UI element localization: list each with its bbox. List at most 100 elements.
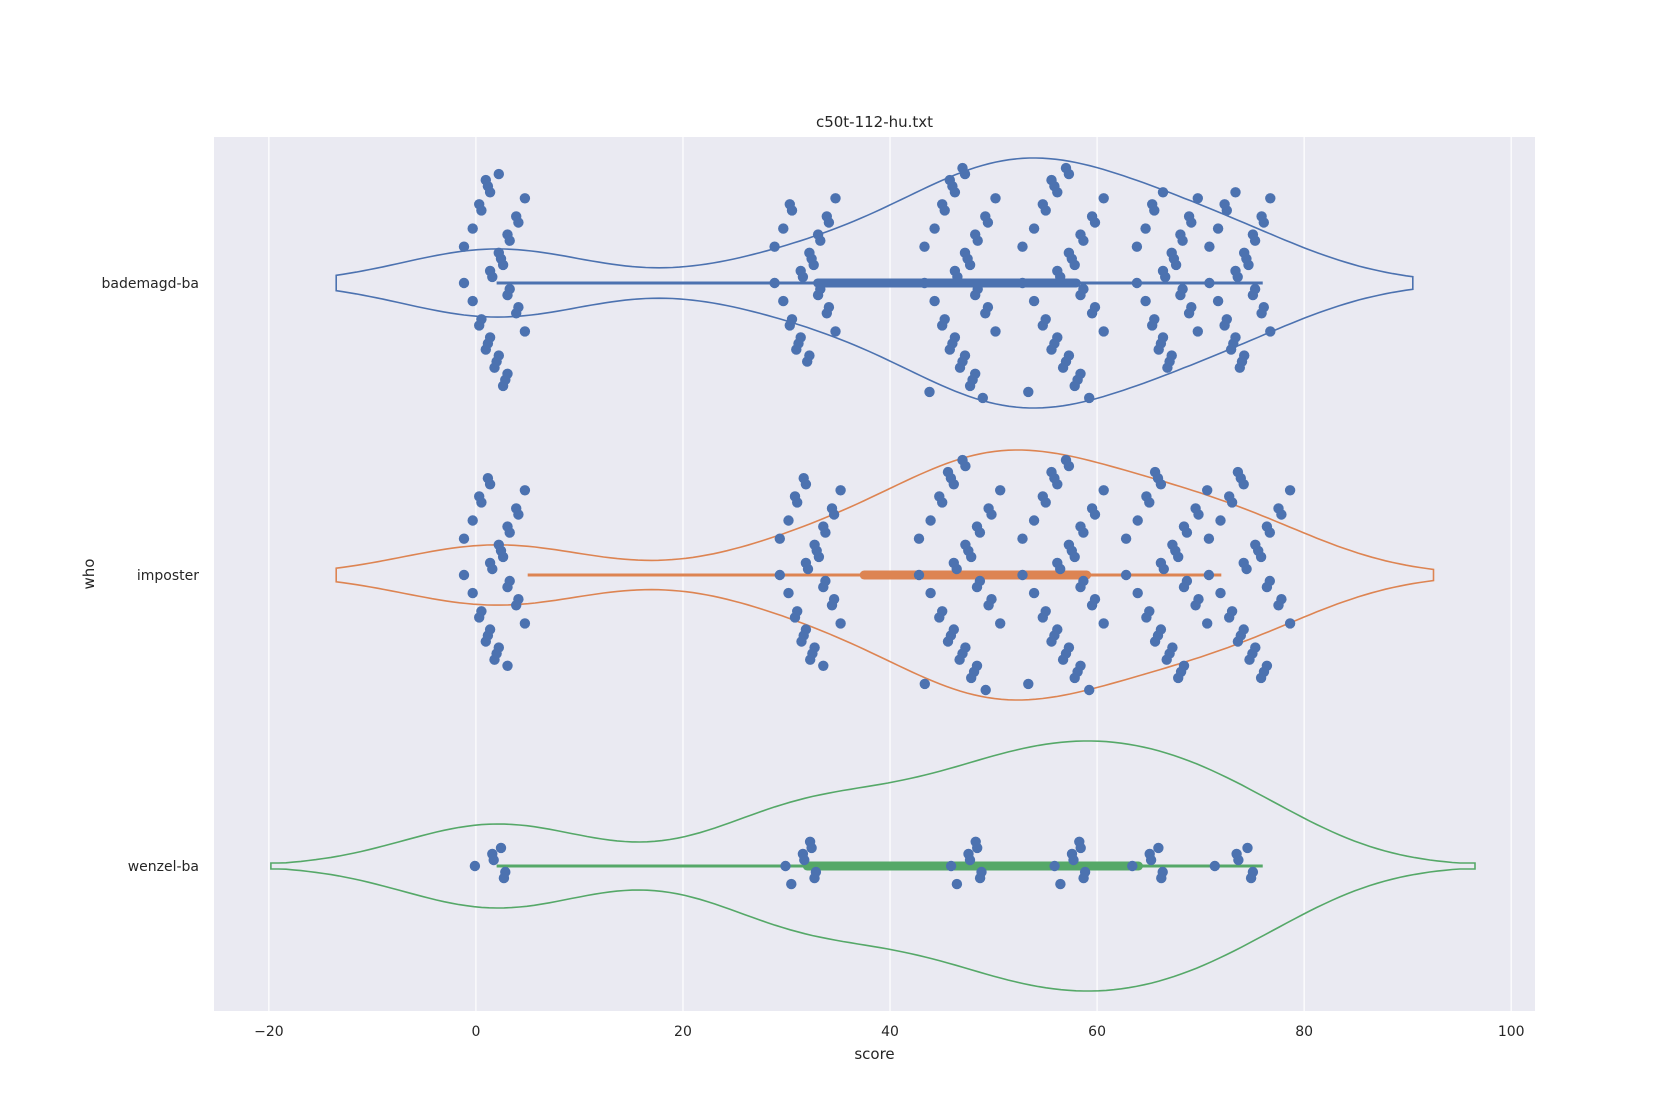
data-point: [913, 569, 925, 581]
data-point: [1250, 539, 1261, 550]
data-point: [1284, 485, 1296, 496]
data-point: [1057, 654, 1069, 665]
data-point: [1098, 193, 1109, 204]
data-point: [1098, 618, 1109, 629]
data-point: [1192, 193, 1204, 204]
data-point: [804, 247, 815, 258]
data-point: [1120, 569, 1132, 581]
data-point: [1203, 533, 1215, 544]
data-point: [1084, 684, 1095, 696]
data-point: [511, 503, 522, 514]
data-point: [1247, 229, 1259, 240]
data-point: [1037, 612, 1049, 623]
data-point: [769, 241, 780, 252]
data-point: [1153, 344, 1164, 355]
data-point: [971, 581, 983, 593]
data-point: [1156, 872, 1167, 884]
data-point: [821, 308, 832, 319]
data-point: [1238, 557, 1249, 569]
data-point: [919, 678, 930, 690]
data-point: [826, 503, 838, 514]
data-point: [1120, 533, 1132, 544]
data-point: [474, 612, 485, 623]
data-point: [934, 491, 945, 502]
data-point: [1052, 557, 1063, 569]
data-point: [784, 199, 795, 210]
data-point: [1057, 362, 1069, 373]
data-point: [983, 600, 994, 611]
data-point: [1017, 569, 1028, 581]
data-point: [1141, 612, 1152, 623]
data-point: [489, 362, 500, 373]
x-tick-label: 0: [471, 1024, 480, 1040]
data-point: [1265, 193, 1276, 204]
data-point: [1049, 860, 1060, 872]
data-point: [1202, 485, 1213, 496]
data-point: [830, 326, 841, 337]
data-point: [1069, 380, 1080, 392]
data-point: [934, 612, 945, 623]
data-point: [1052, 265, 1063, 277]
data-point: [1245, 872, 1257, 884]
data-point: [1242, 842, 1253, 854]
data-point: [995, 618, 1006, 629]
data-point: [1066, 848, 1078, 860]
data-point: [937, 320, 948, 331]
data-point: [1231, 848, 1242, 860]
data-point: [995, 485, 1006, 496]
data-point: [924, 386, 935, 398]
data-point: [1230, 265, 1241, 277]
data-point: [1255, 672, 1267, 684]
data-point: [983, 503, 994, 514]
data-point: [830, 193, 841, 204]
data-point: [1204, 241, 1215, 252]
data-point: [789, 612, 801, 623]
data-point: [1173, 672, 1184, 684]
data-point: [487, 848, 498, 860]
data-point: [805, 654, 816, 665]
data-point: [809, 872, 820, 884]
category-label-bademagd-ba: bademagd-ba: [102, 276, 199, 292]
data-point: [1075, 289, 1086, 301]
data-point: [1157, 187, 1169, 198]
data-point: [458, 277, 470, 289]
data-point: [960, 539, 971, 550]
data-point: [1219, 320, 1230, 331]
data-point: [913, 533, 925, 544]
data-point: [1273, 600, 1284, 611]
data-point: [498, 872, 510, 884]
data-point: [519, 193, 531, 204]
x-axis-label: score: [854, 1045, 894, 1063]
data-point: [925, 587, 936, 599]
data-point: [949, 265, 961, 277]
data-point: [1084, 392, 1095, 404]
data-point: [1028, 223, 1040, 234]
data-point: [1147, 199, 1158, 210]
data-point: [944, 344, 955, 355]
y-axis-label: who: [80, 559, 98, 590]
violin-imposter: [335, 449, 1435, 701]
x-tick-label: 20: [674, 1024, 692, 1040]
x-tick-label: 80: [1295, 1024, 1313, 1040]
data-point: [1183, 308, 1195, 319]
data-point: [467, 515, 478, 526]
data-point: [919, 241, 930, 252]
data-point: [1209, 860, 1221, 872]
data-point: [818, 581, 829, 593]
data-point: [1131, 277, 1143, 289]
data-point: [796, 636, 807, 647]
swarm-points: [458, 162, 1296, 890]
data-point: [957, 454, 968, 466]
data-point: [1141, 491, 1152, 502]
data-point: [1161, 654, 1172, 665]
data-point: [474, 320, 485, 331]
data-point: [929, 295, 940, 307]
data-point: [809, 539, 820, 550]
data-point: [1239, 247, 1250, 258]
chart-title: c50t-112-hu.txt: [816, 113, 933, 131]
category-label-wenzel-ba: wenzel-ba: [128, 859, 199, 875]
data-point: [1192, 326, 1204, 337]
data-point: [1212, 223, 1224, 234]
data-point: [458, 533, 470, 544]
data-point: [1060, 454, 1072, 466]
